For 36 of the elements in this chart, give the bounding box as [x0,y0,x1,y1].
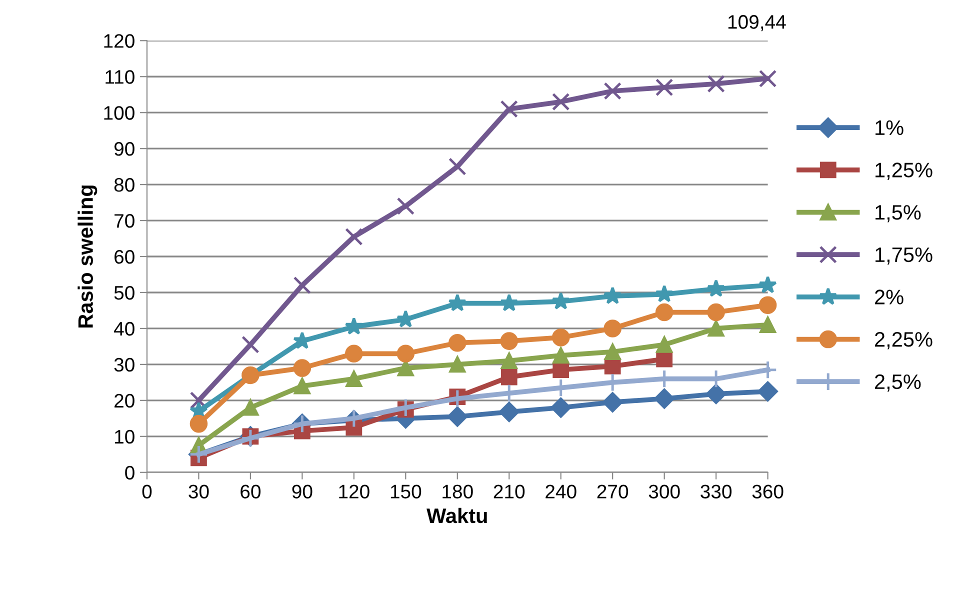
x-tick-label: 60 [240,484,261,498]
legend-label: 1% [876,120,904,136]
x-tick-label: 180 [442,484,473,498]
legend-label: 1,75% [876,247,932,265]
legend-label: 2,5% [875,374,921,392]
y-tick-label: 100 [104,106,134,120]
x-tick-label: 150 [390,484,422,498]
y-tick-label: 90 [114,142,134,156]
y-tick-label: 110 [106,70,134,84]
x-tick-label: 360 [752,484,784,498]
y-axis-title: Rasio swelling [78,186,98,328]
x-tick-label: 0 [142,484,152,498]
x-tick-label: 90 [292,484,312,498]
x-tick-label: 210 [494,484,525,498]
y-tick-label: 0 [125,466,134,480]
x-tick-label: 30 [188,484,209,498]
legend-label: 2,25% [875,332,932,350]
x-tick-label: 300 [648,484,680,498]
y-tick-label: 10 [115,430,134,444]
data-label: 109,44 [728,15,786,32]
legend-label: 1,25% [876,162,932,180]
x-tick-label: 270 [597,484,628,498]
y-tick-label: 70 [114,214,134,228]
legend-label: 2% [875,290,904,304]
legend-label: 1,5% [876,205,921,222]
y-tick-label: 50 [114,286,134,300]
y-tick-label: 40 [114,322,134,336]
x-tick-label: 330 [700,484,732,498]
x-tick-label: 240 [546,484,576,498]
y-tick-label: 60 [114,250,134,264]
x-tick-label: 120 [339,484,370,498]
y-tick-label: 30 [114,358,134,372]
y-tick-label: 80 [114,178,134,192]
y-tick-label: 20 [114,394,134,408]
x-axis-title: Waktu [426,508,487,524]
y-tick-label: 120 [104,34,134,48]
